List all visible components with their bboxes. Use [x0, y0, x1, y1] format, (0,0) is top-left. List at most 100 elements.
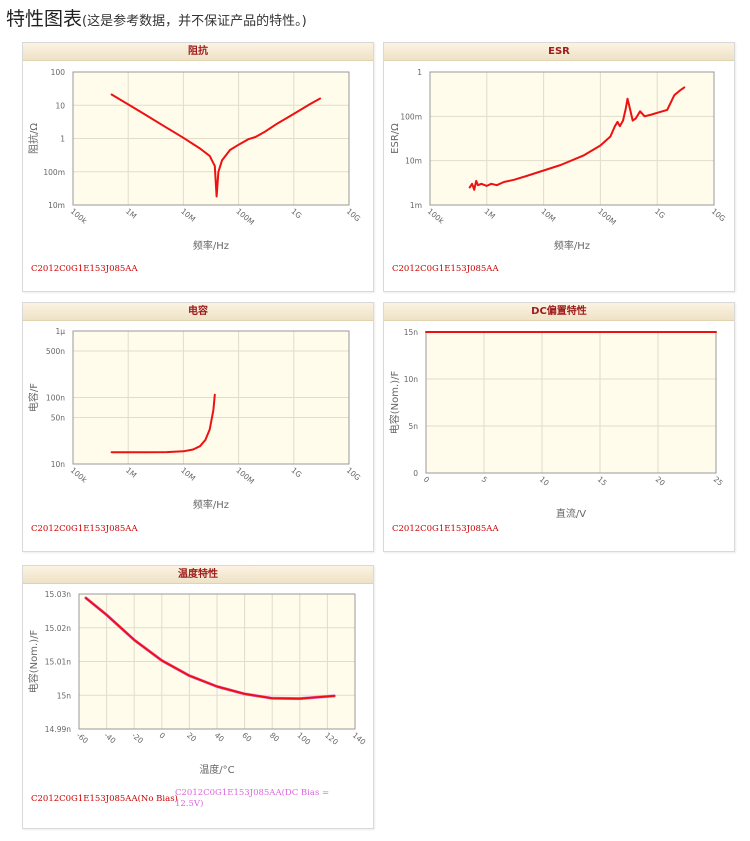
impedance-chart: 10m 100m 1 10 100 100k 1M 10M 100M 1G 10G 频率/Hz 阻抗/Ω [27, 68, 363, 252]
y-tick-label: 0 [413, 469, 418, 478]
x-tick-label: 60 [240, 731, 253, 744]
y-tick-label: 10 [55, 101, 65, 110]
chart-card-temperature: 温度特性 14.99n 15n 15.01n 15.02n 15.03n -60 -40 -2… [22, 565, 374, 829]
y-tick-label: 1μ [55, 327, 65, 336]
esr-chart: 1m 10m 100m 1 100k 1M 10M 100M 1G 10G 频率/Hz ESR/Ω [390, 68, 728, 252]
y-tick-label: 100n [46, 394, 65, 403]
x-tick-label: 1G [290, 466, 304, 480]
y-axis-label: ESR/Ω [390, 123, 401, 154]
page-title-main: 特性图表 [6, 8, 83, 30]
x-tick-label: 120 [323, 731, 340, 747]
x-tick-label: 100k [69, 207, 90, 226]
y-tick-label: 100m [400, 112, 422, 121]
plot-border [72, 330, 350, 465]
x-tick-label: 0 [158, 731, 168, 741]
chart-title: 电容 [23, 303, 373, 321]
chart-card-dc-bias: DC偏置特性 0 5n 10n 15n 0 5 10 15 20 25 直流/V 电容(Nom.)/F… [383, 302, 735, 552]
x-tick-label: 10M [179, 207, 197, 224]
chart-card-impedance: 阻抗 10m 100m 1 10 100 100k 1M 10M 100M 1G 10G 频率/Hz 阻… [22, 42, 374, 292]
dc-bias-chart: 0 5n 10n 15n 0 5 10 15 20 25 直流/V 电容(Nom.)/F [388, 328, 725, 520]
x-tick-label: 10 [538, 475, 551, 488]
x-tick-label: 20 [185, 731, 198, 744]
x-axis-label: 频率/Hz [193, 498, 229, 511]
x-tick-label: 100k [426, 207, 447, 226]
y-axis-label: 阻抗/Ω [27, 123, 40, 154]
x-tick-label: 0 [422, 475, 432, 485]
capacitance-chart: 10n 50n 100n 500n 1μ 100k 1M 10M 100M 1G 10G 频率/Hz 电… [27, 327, 363, 511]
series-line [468, 86, 686, 191]
y-tick-label: 500n [46, 347, 65, 356]
page-title: 特性图表(这是参考数据，并不保证产品的特性。) [6, 4, 307, 31]
y-tick-label: 15n [57, 691, 72, 700]
chart-caption: C2012C0G1E153J085AA [392, 264, 499, 274]
y-tick-label: 10m [405, 157, 422, 166]
x-tick-label: 100k [69, 466, 90, 485]
y-tick-label: 5n [408, 422, 418, 431]
x-tick-label: 10G [710, 207, 728, 224]
x-tick-label: 1G [653, 207, 667, 221]
x-tick-label: 5 [480, 475, 490, 485]
y-tick-label: 15.03n [45, 590, 71, 599]
y-axis-label: 电容/F [27, 383, 40, 412]
chart-caption: C2012C0G1E153J085AA [392, 524, 499, 534]
x-axis-label: 直流/V [556, 507, 586, 520]
y-tick-label: 10n [404, 375, 419, 384]
x-tick-label: 1M [124, 466, 138, 480]
y-tick-label: 14.99n [45, 725, 71, 734]
y-tick-label: 15n [404, 328, 419, 337]
x-axis-label: 频率/Hz [193, 239, 229, 252]
chart-title: 温度特性 [23, 566, 373, 584]
x-tick-label: 15 [596, 475, 609, 488]
x-tick-label: 1G [290, 207, 304, 221]
chart-caption-no-bias: C2012C0G1E153J085AA(No Bias) [31, 794, 178, 804]
chart-title: DC偏置特性 [384, 303, 734, 321]
y-tick-label: 1 [60, 135, 65, 144]
y-tick-label: 10n [51, 460, 66, 469]
chart-caption-dc-bias: C2012C0G1E153J085AA(DC Bias = 12.5V) [175, 788, 330, 809]
x-tick-label: 100 [296, 731, 313, 747]
y-tick-label: 10m [48, 201, 65, 210]
chart-caption: C2012C0G1E153J085AA [31, 524, 138, 534]
y-tick-label: 1m [410, 201, 422, 210]
plot-border [429, 71, 715, 206]
x-tick-label: 1M [483, 207, 497, 221]
chart-card-capacitance: 电容 10n 50n 100n 500n 1μ 100k 1M 10M 100M 1G 10G 频率/… [22, 302, 374, 552]
y-tick-label: 15.01n [45, 658, 71, 667]
chart-caption: C2012C0G1E153J085AA [31, 264, 138, 274]
y-tick-label: 100m [43, 168, 65, 177]
y-axis-label: 电容(Nom.)/F [388, 371, 401, 435]
plot-area [426, 332, 716, 473]
x-tick-label: 25 [712, 475, 725, 488]
x-tick-label: 80 [268, 731, 281, 744]
x-tick-label: -60 [75, 731, 90, 746]
page-title-note: (这是参考数据，并不保证产品的特性。) [82, 14, 307, 29]
series-line [110, 393, 216, 454]
x-tick-label: 10M [179, 466, 197, 483]
x-tick-label: 20 [654, 475, 667, 488]
x-tick-label: 100M [596, 207, 618, 227]
y-tick-label: 1 [417, 68, 422, 77]
y-tick-label: 15.02n [45, 624, 71, 633]
x-tick-label: 100M [234, 466, 256, 486]
x-tick-label: -20 [130, 731, 145, 746]
x-tick-label: -40 [102, 731, 117, 746]
y-axis-label: 电容(Nom.)/F [27, 630, 40, 694]
x-axis-label: 温度/°C [199, 763, 234, 776]
chart-card-esr: ESR 1m 10m 100m 1 100k 1M 10M 100M 1G 10G 频率/Hz ESR… [383, 42, 735, 292]
plot-border [72, 71, 350, 206]
x-tick-label: 40 [213, 731, 226, 744]
series-line [110, 93, 322, 198]
y-tick-label: 50n [51, 414, 66, 423]
x-tick-label: 10G [345, 466, 363, 483]
y-tick-label: 100 [51, 68, 66, 77]
chart-title: 阻抗 [23, 43, 373, 61]
x-tick-label: 1M [124, 207, 138, 221]
x-axis-label: 频率/Hz [554, 239, 590, 252]
x-tick-label: 10G [345, 207, 363, 224]
x-tick-label: 100M [234, 207, 256, 227]
x-tick-label: 10M [539, 207, 557, 224]
chart-title: ESR [384, 43, 734, 61]
temperature-chart: 14.99n 15n 15.01n 15.02n 15.03n -60 -40 -20 0 20 4… [27, 590, 368, 776]
plot-border [78, 593, 356, 730]
series-line [84, 597, 336, 700]
